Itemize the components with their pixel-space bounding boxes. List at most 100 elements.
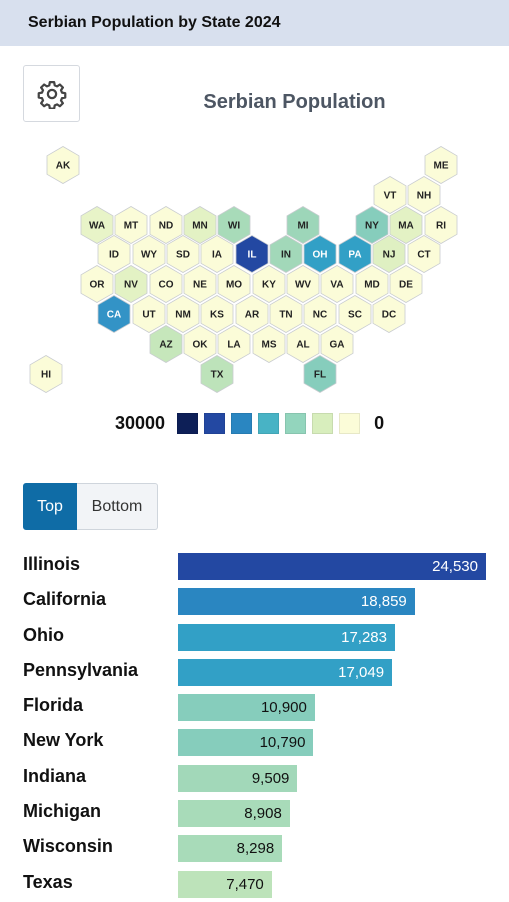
legend-min-label: 0: [374, 412, 385, 433]
ranking-bar[interactable]: [178, 694, 315, 722]
ranking-bar[interactable]: [178, 835, 283, 863]
ranking-bar[interactable]: [178, 658, 393, 686]
state-hex-pa[interactable]: PA: [338, 235, 372, 273]
state-hex-id[interactable]: ID: [97, 235, 131, 273]
state-hex-label: LA: [227, 340, 240, 351]
state-hex-sd[interactable]: SD: [166, 235, 200, 273]
state-hex-fl[interactable]: FL: [303, 355, 337, 393]
ranking-row: Texas 7,470: [0, 867, 509, 902]
state-hex-label: MT: [124, 221, 138, 232]
state-hex-il[interactable]: IL: [235, 235, 269, 273]
state-hex-shape: [286, 265, 320, 303]
top-bottom-toggle: Top Bottom: [23, 483, 158, 530]
ranking-value-label: 7,470: [226, 875, 264, 893]
legend-swatch: [231, 412, 253, 434]
state-hex-nm[interactable]: NM: [166, 295, 200, 333]
ranking-bar[interactable]: [178, 553, 486, 580]
hex-map: AK ME VT NH WA MT ND MN WI MI NY MA RI ID WY SD IA IL IN OH…: [29, 146, 458, 393]
state-hex-mi[interactable]: MI: [286, 206, 320, 244]
settings-button[interactable]: [23, 65, 80, 122]
state-hex-la[interactable]: LA: [217, 325, 251, 363]
state-hex-va[interactable]: VA: [320, 265, 354, 303]
ranking-state-label: Florida: [23, 695, 84, 716]
state-hex-nc[interactable]: NC: [303, 295, 337, 333]
state-hex-tn[interactable]: TN: [269, 295, 303, 333]
state-hex-shape: [80, 206, 114, 244]
state-hex-ga[interactable]: GA: [320, 325, 354, 363]
state-hex-label: NV: [124, 280, 138, 291]
state-hex-nv[interactable]: NV: [114, 265, 148, 303]
state-hex-wa[interactable]: WA: [80, 206, 114, 244]
state-hex-label: AR: [245, 310, 260, 321]
state-hex-label: MO: [226, 280, 242, 291]
ranking-bar[interactable]: [178, 623, 395, 651]
state-hex-label: WY: [141, 250, 157, 261]
state-hex-tx[interactable]: TX: [200, 355, 234, 393]
ranking-state-label: Illinois: [23, 554, 81, 574]
state-hex-oh[interactable]: OH: [303, 235, 337, 273]
state-hex-ut[interactable]: UT: [132, 295, 166, 333]
ranking-bar[interactable]: [178, 588, 415, 616]
state-hex-mo[interactable]: MO: [217, 265, 251, 303]
state-hex-sc[interactable]: SC: [338, 295, 372, 333]
state-hex-al[interactable]: AL: [286, 325, 320, 363]
state-hex-nh[interactable]: NH: [407, 176, 441, 214]
state-hex-ny[interactable]: NY: [355, 206, 389, 244]
state-hex-label: ID: [109, 250, 119, 261]
state-hex-vt[interactable]: VT: [373, 176, 407, 214]
ranking-row: California 18,859: [0, 584, 509, 619]
state-hex-label: OK: [193, 340, 209, 351]
state-hex-ak[interactable]: AK: [46, 146, 80, 184]
state-hex-wy[interactable]: WY: [132, 235, 166, 273]
ranking-bar[interactable]: [178, 729, 314, 757]
state-hex-ri[interactable]: RI: [424, 206, 458, 244]
state-hex-or[interactable]: OR: [80, 265, 114, 303]
state-hex-label: AZ: [159, 340, 172, 351]
state-hex-shape: [149, 325, 183, 363]
state-hex-me[interactable]: ME: [424, 146, 458, 184]
state-hex-ne[interactable]: NE: [183, 265, 217, 303]
state-hex-mt[interactable]: MT: [114, 206, 148, 244]
state-hex-label: IA: [212, 250, 222, 261]
state-hex-ca[interactable]: CA: [97, 295, 131, 333]
state-hex-ia[interactable]: IA: [200, 235, 234, 273]
bottom-button[interactable]: Bottom: [77, 483, 158, 530]
state-hex-shape: [338, 235, 372, 273]
state-hex-md[interactable]: MD: [355, 265, 389, 303]
state-hex-ky[interactable]: KY: [252, 265, 286, 303]
legend-swatch: [285, 412, 307, 434]
ranking-bar[interactable]: [178, 870, 272, 898]
state-hex-ct[interactable]: CT: [407, 235, 441, 273]
state-hex-shape: [29, 355, 63, 393]
state-hex-wi[interactable]: WI: [217, 206, 251, 244]
state-hex-label: VA: [330, 280, 343, 291]
state-hex-wv[interactable]: WV: [286, 265, 320, 303]
ranking-bar[interactable]: [178, 764, 298, 792]
state-hex-ma[interactable]: MA: [389, 206, 423, 244]
state-hex-mn[interactable]: MN: [183, 206, 217, 244]
state-hex-shape: [303, 295, 337, 333]
state-hex-label: MD: [364, 280, 380, 291]
ranking-value-label: 8,908: [244, 805, 282, 823]
state-hex-nd[interactable]: ND: [149, 206, 183, 244]
state-hex-de[interactable]: DE: [389, 265, 423, 303]
ranking-bar[interactable]: [178, 800, 290, 828]
state-hex-shape: [389, 206, 423, 244]
state-hex-ok[interactable]: OK: [183, 325, 217, 363]
state-hex-label: MN: [192, 221, 208, 232]
state-hex-shape: [132, 235, 166, 273]
state-hex-ar[interactable]: AR: [235, 295, 269, 333]
state-hex-hi[interactable]: HI: [29, 355, 63, 393]
state-hex-dc[interactable]: DC: [372, 295, 406, 333]
state-hex-az[interactable]: AZ: [149, 325, 183, 363]
state-hex-in[interactable]: IN: [269, 235, 303, 273]
ranking-state-label: California: [23, 589, 107, 610]
state-hex-co[interactable]: CO: [149, 265, 183, 303]
top-bar: Serbian Population by State 2024: [0, 0, 509, 46]
state-hex-shape: [372, 295, 406, 333]
state-hex-ks[interactable]: KS: [200, 295, 234, 333]
state-hex-nj[interactable]: NJ: [372, 235, 406, 273]
state-hex-label: CA: [107, 310, 121, 321]
top-button[interactable]: Top: [23, 483, 77, 530]
state-hex-ms[interactable]: MS: [252, 325, 286, 363]
